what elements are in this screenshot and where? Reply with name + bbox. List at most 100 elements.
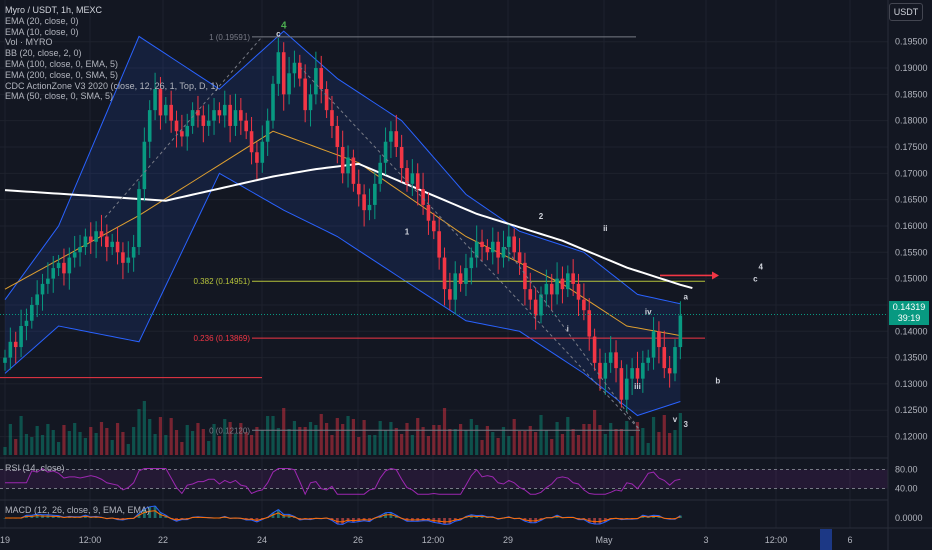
volume-bar bbox=[191, 431, 195, 455]
candle-body bbox=[496, 241, 500, 258]
drawings bbox=[0, 36, 888, 431]
volume-bar bbox=[19, 416, 23, 455]
volume-bar bbox=[560, 434, 565, 455]
legend-item-bb[interactable]: BB (20, close, 2, 0) bbox=[5, 48, 82, 59]
candle bbox=[592, 328, 597, 371]
candle-body bbox=[298, 62, 302, 79]
volume-bar bbox=[619, 429, 623, 455]
bollinger-upper bbox=[4, 30, 681, 305]
candle bbox=[367, 188, 372, 221]
candle-body bbox=[678, 315, 683, 348]
candle bbox=[217, 102, 222, 124]
volume-bar bbox=[164, 435, 168, 455]
volume-bar bbox=[453, 429, 457, 455]
candle-body bbox=[255, 152, 259, 163]
candle bbox=[474, 225, 479, 268]
wave-label: 4 bbox=[759, 263, 764, 272]
rsi-tick-label: 80.00 bbox=[895, 465, 918, 475]
candle-body bbox=[147, 110, 152, 142]
symbol-title[interactable]: Myro / USDT, 1h, MEXC bbox=[5, 5, 103, 15]
dashed-trend-line bbox=[504, 246, 641, 431]
legend-item-ema50[interactable]: EMA (50, close, 0, SMA, 5) bbox=[5, 91, 114, 102]
candle-body bbox=[78, 247, 82, 253]
volume-bar bbox=[668, 433, 672, 455]
candle bbox=[40, 273, 45, 311]
candle bbox=[324, 81, 329, 119]
volume-bar bbox=[83, 438, 87, 455]
legend-item-ema20[interactable]: EMA (20, close, 0) bbox=[5, 15, 79, 26]
candle bbox=[351, 149, 356, 192]
candle bbox=[46, 262, 50, 294]
volume-bar bbox=[662, 415, 666, 455]
price-tick-label: 0.13000 bbox=[895, 379, 928, 389]
price-tick-label: 0.18000 bbox=[895, 116, 928, 126]
candle-body bbox=[206, 120, 211, 126]
candle bbox=[507, 224, 511, 262]
candle-body bbox=[324, 89, 329, 111]
candle bbox=[83, 228, 88, 255]
price-tick-label: 0.17000 bbox=[895, 168, 928, 178]
wave-label: 2 bbox=[539, 212, 544, 221]
volume-bar bbox=[346, 416, 350, 455]
legend-item-volume[interactable]: Vol · MYRO bbox=[5, 37, 53, 48]
volume-bar bbox=[201, 429, 205, 455]
wave-label: iv bbox=[645, 307, 652, 316]
volume-bar bbox=[528, 426, 532, 455]
volume-bar bbox=[576, 435, 581, 455]
volume-bar bbox=[292, 421, 297, 455]
candle bbox=[619, 360, 624, 408]
candle-body bbox=[657, 331, 661, 348]
candle-body bbox=[448, 289, 452, 300]
candle-body bbox=[174, 120, 179, 132]
candle-body bbox=[603, 362, 608, 379]
rsi-label[interactable]: RSI (14, close) bbox=[5, 463, 65, 473]
volume-bar bbox=[126, 444, 130, 455]
candle bbox=[72, 235, 77, 268]
candle bbox=[158, 76, 163, 130]
candle-body bbox=[308, 94, 313, 111]
volume-bar bbox=[587, 424, 591, 455]
candle bbox=[276, 38, 281, 96]
candle bbox=[432, 212, 436, 240]
rsi-band bbox=[0, 469, 888, 489]
candle bbox=[222, 90, 227, 128]
volume-bar bbox=[501, 427, 506, 455]
volume-bar bbox=[207, 441, 211, 455]
candle-body bbox=[196, 110, 200, 116]
volume-bar bbox=[469, 419, 473, 455]
volume-bar bbox=[673, 430, 677, 455]
macd-label[interactable]: MACD (12, 26, close, 9, EMA, EMA) bbox=[5, 505, 151, 515]
candle bbox=[624, 364, 629, 412]
volume-bar bbox=[233, 434, 238, 455]
legend-item-cdc[interactable]: CDC ActionZone V3 2020 (close, 12, 26, 1… bbox=[5, 80, 219, 91]
legend-item-ema10[interactable]: EMA (10, close, 0) bbox=[5, 26, 79, 37]
candle bbox=[453, 261, 458, 314]
volume-bar bbox=[410, 435, 414, 455]
volume-bar bbox=[158, 417, 163, 455]
time-tick-label: 12:00 bbox=[765, 535, 788, 545]
volume-bar bbox=[383, 430, 388, 455]
currency-button[interactable]: USDT bbox=[889, 3, 923, 21]
legend-item-ema200[interactable]: EMA (200, close, 0, SMA, 5) bbox=[5, 69, 119, 80]
candle-body bbox=[30, 304, 34, 321]
candle bbox=[190, 102, 195, 134]
price-tick-label: 0.19500 bbox=[895, 37, 928, 47]
candle-body bbox=[399, 146, 404, 169]
volume-bar bbox=[566, 417, 570, 455]
volume-bar bbox=[389, 422, 393, 455]
candle-body bbox=[142, 141, 147, 190]
volume-bar bbox=[51, 430, 55, 455]
candle-body bbox=[598, 362, 602, 379]
legend-item-ema100[interactable]: EMA (100, close, 0, EMA, 5) bbox=[5, 58, 119, 69]
candle bbox=[30, 297, 34, 329]
volume-bar bbox=[282, 408, 286, 455]
candle bbox=[598, 348, 602, 391]
wave-label: 1 bbox=[405, 227, 410, 236]
candle bbox=[421, 172, 425, 215]
candle bbox=[142, 127, 147, 202]
volume-bar bbox=[46, 424, 50, 455]
candle-body bbox=[367, 204, 372, 211]
candle-body bbox=[346, 157, 350, 174]
price-tick-label: 0.18500 bbox=[895, 89, 928, 99]
candle-body bbox=[373, 183, 377, 205]
